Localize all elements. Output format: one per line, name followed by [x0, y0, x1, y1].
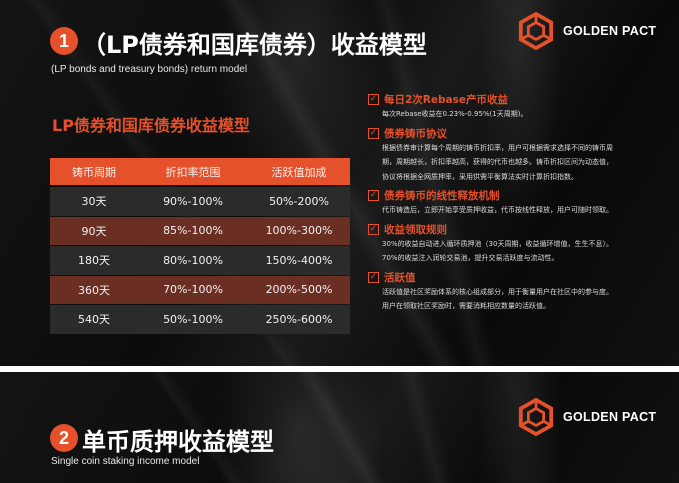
feature-title: 债券铸币的线性释放机制: [384, 190, 500, 202]
desc-line: 30%的收益自动进入循环质押池（30天周期，收益循环增值，生生不息）。: [382, 239, 613, 248]
header-cell: 活跃值加成: [271, 165, 327, 179]
table-cell: 70%-100%: [163, 283, 223, 297]
desc-line: 期，周期越长，折扣率越高，获得的代币也越多。铸币折扣区间为动态值，: [382, 158, 613, 166]
feature-title: 收益领取规则: [384, 223, 447, 236]
section-number-badge: 2: [50, 424, 78, 452]
section-number-badge: 1: [50, 27, 78, 55]
table-cell: 200%-500%: [265, 283, 333, 297]
table-section-title: LP债券和国库债券收益模型: [52, 116, 250, 135]
checkbox-icon: ✓: [368, 190, 379, 201]
feature-desc: 30%的收益自动进入循环质押池（30天周期，收益循环增值，生生不息）。 70%的…: [368, 237, 668, 266]
slide-title: 单币质押收益模型: [82, 428, 274, 456]
golden-pact-logo-icon: [518, 12, 554, 50]
table-cell: 360天: [78, 283, 110, 297]
table-cell: 90%-100%: [163, 194, 223, 208]
feature-desc: 代币铸造后，立即开始享受质押收益，代币按线性释放，用户可随时领取。: [368, 203, 668, 218]
desc-line: 用户在领取社区奖励时，需要消耗相应数量的活跃值。: [382, 302, 550, 310]
table-cell: 180天: [78, 254, 110, 268]
desc-line: 根据债券审计算每个周期的铸币折扣率，用户可根据需求选择不同的铸币周: [382, 143, 613, 152]
brand-logo: GOLDEN PACT: [517, 12, 656, 50]
brand-name: GOLDEN PACT: [563, 24, 657, 38]
brand-logo: GOLDEN PACT: [517, 398, 656, 436]
feature-desc: 根据债券审计算每个周期的铸币折扣率，用户可根据需求选择不同的铸币周 期，周期越长…: [368, 141, 668, 185]
header-cell: 折扣率范围: [165, 165, 221, 179]
desc-line: 活跃值是社区奖励体系的核心组成部分，用于衡量用户在社区中的参与度。: [382, 287, 613, 296]
feature-item-bond-protocol: ✓ 债券铸币协议 根据债券审计算每个周期的铸币折扣率，用户可根据需求选择不同的铸币…: [368, 126, 668, 185]
header-cell: 铸币周期: [72, 165, 116, 179]
checkbox-icon: ✓: [368, 127, 379, 139]
desc-line: 代币铸造后，立即开始享受质押收益，代币按线性释放，用户可随时领取。: [382, 206, 613, 214]
feature-desc: 每次Rebase收益在0.23%-0.95%(1天周期)。: [368, 107, 668, 122]
feature-item-rebase: ✓ 每日2次Rebase产币收益 每次Rebase收益在0.23%-0.95%(1…: [368, 92, 668, 122]
slide-single-coin-staking: 2 单币质押收益模型 Single coin staking income mo…: [0, 372, 679, 483]
table-row: 90天 85%-100% 100%-300%: [50, 216, 350, 245]
minting-table: 铸币周期 折扣率范围 活跃值加成 30天 90%-100% 50%-200% 9…: [50, 158, 350, 335]
feature-title: 每日2次Rebase产币收益: [384, 94, 508, 106]
slide-subtitle: Single coin staking income model: [51, 456, 200, 467]
table-row: 540天 50%-100% 250%-600%: [50, 305, 350, 334]
checkbox-icon: ✓: [368, 223, 379, 235]
table-cell: 80%-100%: [163, 253, 223, 267]
table-cell: 250%-600%: [265, 312, 333, 326]
checkbox-icon: ✓: [368, 94, 379, 105]
slide-subtitle: (LP bonds and treasury bonds) return mod…: [51, 64, 248, 75]
table-row: 360天 70%-100% 200%-500%: [50, 275, 350, 304]
table-row: 180天 80%-100% 150%-400%: [50, 246, 350, 275]
table-row: 30天 90%-100% 50%-200%: [50, 187, 350, 216]
desc-line: 每次Rebase收益在0.23%-0.95%(1天周期)。: [382, 110, 528, 118]
desc-line: 协议将根据全网质押率，采用供需平衡算法实时计算折扣指数。: [382, 172, 578, 181]
table-cell: 30天: [81, 195, 107, 209]
slide-title: （LP债券和国库债券）收益模型: [82, 31, 427, 59]
brand-name: GOLDEN PACT: [563, 410, 657, 424]
slide-lp-bonds: 1 （LP债券和国库债券）收益模型 (LP bonds and treasury…: [0, 0, 679, 366]
table-cell: 90天: [81, 224, 107, 238]
table-cell: 50%-100%: [163, 312, 223, 326]
feature-title: 债券铸币协议: [384, 127, 447, 140]
feature-item-claim-rules: ✓ 收益领取规则 30%的收益自动进入循环质押池（30天周期，收益循环增值，生生不…: [368, 222, 668, 266]
feature-title: 活跃值: [384, 271, 416, 284]
desc-line: 70%的收益注入润轮交易池，提升交易活跃度与流动性。: [382, 254, 559, 262]
table-header-row: 铸币周期 折扣率范围 活跃值加成: [50, 158, 350, 185]
feature-item-activity-value: ✓ 活跃值 活跃值是社区奖励体系的核心组成部分，用于衡量用户在社区中的参与度。 用…: [368, 270, 668, 314]
golden-pact-logo-icon: [518, 398, 554, 436]
feature-list: ✓ 每日2次Rebase产币收益 每次Rebase收益在0.23%-0.95%(1…: [368, 92, 668, 318]
table-cell: 50%-200%: [269, 194, 329, 208]
feature-item-linear-release: ✓ 债券铸币的线性释放机制 代币铸造后，立即开始享受质押收益，代币按线性释放，用户…: [368, 188, 668, 218]
table-cell: 85%-100%: [163, 224, 223, 238]
table-cell: 100%-300%: [265, 224, 333, 238]
feature-desc: 活跃值是社区奖励体系的核心组成部分，用于衡量用户在社区中的参与度。 用户在领取社…: [368, 285, 668, 314]
checkbox-icon: ✓: [368, 271, 379, 283]
table-cell: 150%-400%: [265, 253, 333, 267]
table-cell: 540天: [78, 313, 110, 327]
